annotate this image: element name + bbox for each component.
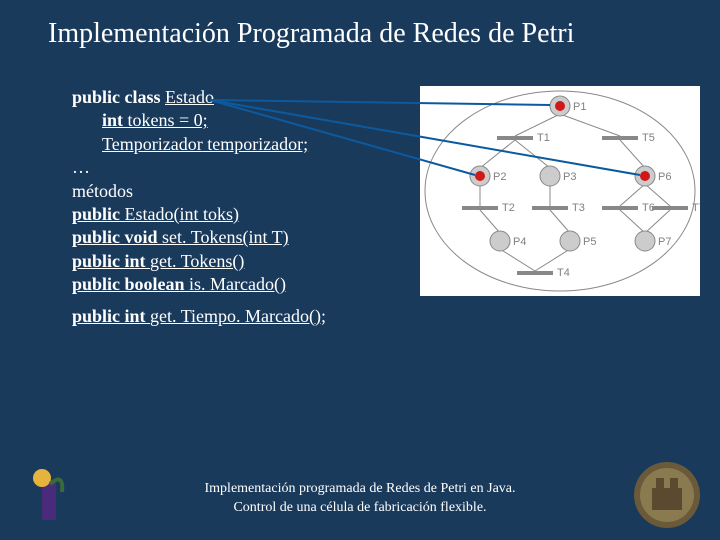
svg-text:P2: P2 (493, 171, 506, 183)
kw: public (72, 204, 125, 224)
code-line-9: public boolean is. Marcado() (72, 273, 326, 296)
kw: public int (72, 306, 150, 326)
kw: public class (72, 87, 165, 107)
type: Temporizador (102, 134, 203, 154)
footer-line-2: Control de una célula de fabricación fle… (0, 499, 720, 518)
footer: Implementación programada de Redes de Pe… (0, 480, 720, 518)
rest: tokens = 0; (128, 110, 208, 130)
svg-text:P1: P1 (573, 101, 586, 113)
svg-text:T7: T7 (692, 202, 700, 214)
kw: public void (72, 227, 162, 247)
code-line-8: public int get. Tokens() (72, 250, 326, 273)
kw: int (102, 110, 128, 130)
rest: get. Tokens() (150, 251, 244, 271)
code-line-4: … (72, 156, 326, 179)
svg-text:T2: T2 (502, 202, 515, 214)
svg-text:P3: P3 (563, 171, 576, 183)
svg-text:T5: T5 (642, 132, 655, 144)
code-line-3: Temporizador temporizador; (72, 133, 326, 156)
code-line-5: métodos (72, 180, 326, 203)
code-line-6: public Estado(int toks) (72, 203, 326, 226)
svg-text:T1: T1 (537, 132, 550, 144)
svg-text:P7: P7 (658, 236, 671, 248)
kw: public boolean (72, 274, 189, 294)
footer-line-1: Implementación programada de Redes de Pe… (0, 480, 720, 499)
code-line-2: int tokens = 0; (72, 109, 326, 132)
petri-net-diagram: T1T5T2T3T6T7T4P1P2P3P6P4P5P7 (420, 86, 700, 296)
class-name: Estado (165, 87, 214, 107)
code-line-7: public void set. Tokens(int T) (72, 226, 326, 249)
svg-text:P5: P5 (583, 236, 596, 248)
slide-title: Implementación Programada de Redes de Pe… (0, 0, 720, 50)
kw: public int (72, 251, 150, 271)
svg-text:P4: P4 (513, 236, 526, 248)
code-line-10: public int get. Tiempo. Marcado(); (72, 305, 326, 328)
rest: Estado(int toks) (125, 204, 240, 224)
rest: is. Marcado() (189, 274, 286, 294)
rest: temporizador; (203, 134, 308, 154)
rest: set. Tokens(int T) (162, 227, 289, 247)
svg-text:T4: T4 (557, 267, 570, 279)
svg-text:T3: T3 (572, 202, 585, 214)
svg-text:P6: P6 (658, 171, 671, 183)
code-block: public class Estado int tokens = 0; Temp… (72, 86, 326, 328)
rest: get. Tiempo. Marcado(); (150, 306, 326, 326)
code-line-1: public class Estado (72, 86, 326, 109)
